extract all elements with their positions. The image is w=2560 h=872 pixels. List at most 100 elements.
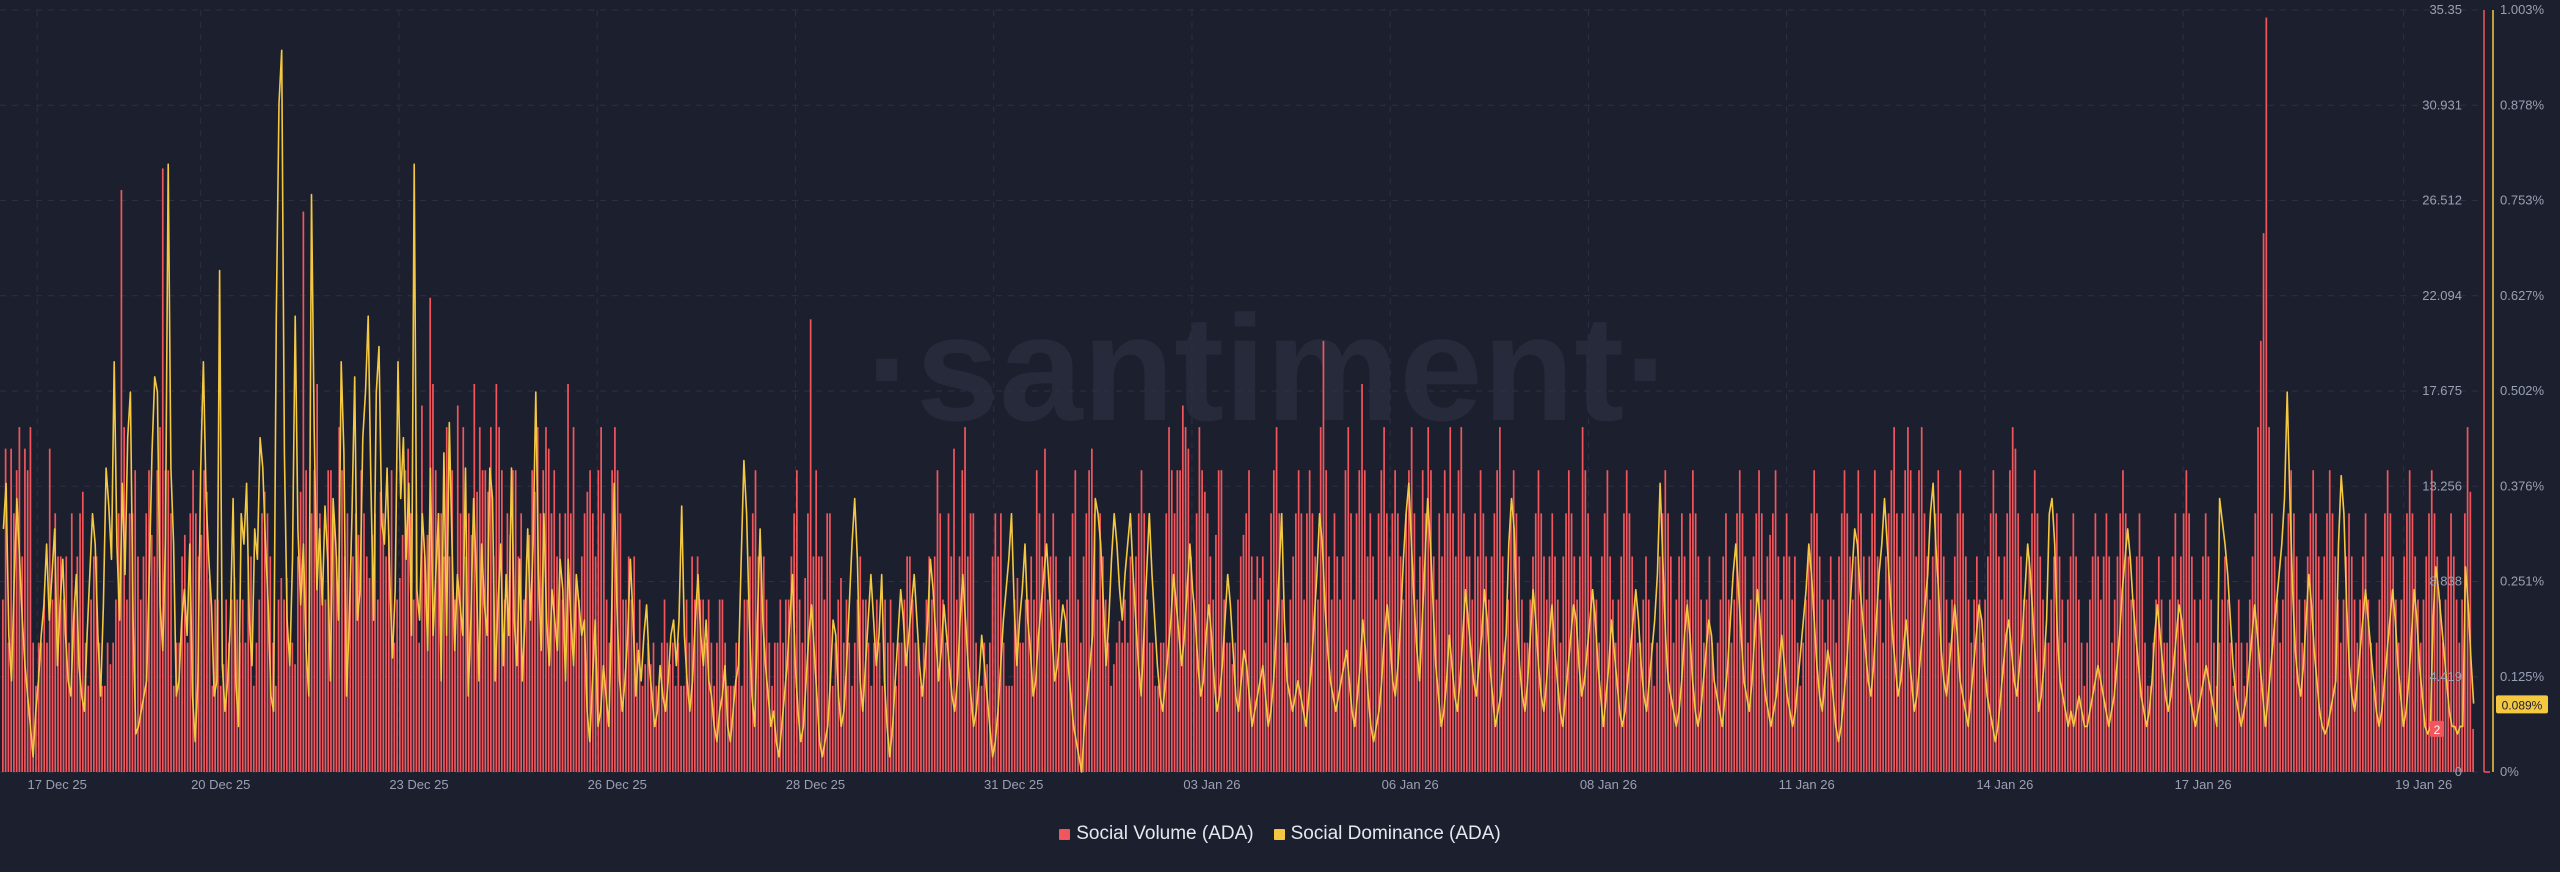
- x-tick-label: 11 Jan 26: [1779, 777, 1835, 792]
- volume-bar: [556, 556, 558, 772]
- legend-item-social-volume[interactable]: Social Volume (ADA): [1059, 823, 1254, 845]
- volume-bar: [2196, 642, 2199, 772]
- volume-bar: [481, 470, 484, 772]
- volume-bar: [2370, 642, 2372, 772]
- volume-bar: [1931, 556, 1934, 772]
- volume-bar: [1898, 556, 1901, 772]
- volume-bar: [1394, 470, 1396, 772]
- volume-bar: [2053, 556, 2055, 772]
- volume-bar: [920, 685, 922, 772]
- volume-bar: [2447, 556, 2450, 772]
- volume-bar: [1788, 556, 1791, 772]
- volume-bar: [2452, 556, 2455, 772]
- volume-bar: [680, 685, 682, 772]
- volume-bar: [2177, 599, 2179, 772]
- volume-bar: [387, 534, 390, 772]
- volume-bar: [1344, 470, 1347, 772]
- volume-bar: [46, 642, 48, 772]
- volume-bar: [418, 642, 421, 772]
- volume-bar: [801, 642, 804, 772]
- volume-bar: [1113, 664, 1115, 772]
- volume-bar: [669, 664, 671, 772]
- volume-bar: [2155, 599, 2157, 772]
- volume-bar: [2022, 599, 2025, 772]
- volume-bar: [1918, 470, 1920, 772]
- volume-bar: [283, 599, 285, 772]
- volume-bar: [421, 405, 423, 772]
- volume-bar: [1565, 513, 1567, 772]
- volume-bar: [1805, 599, 1807, 772]
- volume-bar: [2108, 556, 2111, 772]
- volume-bar: [1912, 513, 1915, 772]
- volume-bar: [2036, 513, 2039, 772]
- volume-bar: [1295, 513, 1297, 772]
- volume-bar: [1730, 642, 1733, 772]
- volume-bar: [473, 383, 476, 772]
- volume-bar: [321, 577, 324, 772]
- volume-bar: [1231, 664, 1234, 772]
- volume-bar: [1272, 470, 1275, 772]
- volume-bar: [812, 556, 815, 772]
- volume-bar: [2199, 599, 2202, 772]
- volume-bar: [1181, 405, 1184, 772]
- volume-bar: [2378, 599, 2381, 772]
- volume-bar: [889, 599, 892, 772]
- volume-bar: [2011, 427, 2014, 772]
- volume-bar: [98, 642, 101, 772]
- volume-bar: [2066, 599, 2069, 772]
- legend-item-social-dominance[interactable]: Social Dominance (ADA): [1273, 823, 1501, 845]
- volume-bar: [696, 556, 699, 772]
- volume-bar: [214, 599, 216, 772]
- volume-bar: [225, 599, 228, 772]
- volume-bar: [131, 513, 134, 772]
- y-right-current-value: 0.089%: [2502, 698, 2543, 712]
- volume-bar: [909, 556, 911, 772]
- volume-bar: [2191, 556, 2193, 772]
- volume-bar: [360, 470, 363, 772]
- volume-bar: [1121, 642, 1124, 772]
- volume-bar: [1598, 642, 1600, 772]
- volume-bar: [564, 513, 567, 772]
- volume-bar: [2450, 513, 2452, 772]
- volume-bar: [280, 577, 283, 772]
- volume-bar: [230, 599, 233, 772]
- volume-bar: [1093, 513, 1096, 772]
- volume-bar: [1678, 556, 1680, 772]
- volume-bar: [1634, 599, 1636, 772]
- volume-bar: [1934, 513, 1937, 772]
- volume-bar: [1882, 642, 1884, 772]
- volume-bar: [1201, 470, 1203, 772]
- y-left-tick-label: 35.35: [2429, 2, 2462, 17]
- volume-bar: [691, 556, 693, 772]
- volume-bar: [1920, 427, 1923, 772]
- volume-bar: [636, 642, 638, 772]
- volume-bar: [1827, 599, 1829, 772]
- volume-bar: [677, 642, 680, 772]
- volume-bar: [1435, 599, 1438, 772]
- volume-bar: [2436, 556, 2439, 772]
- volume-bar: [685, 599, 688, 772]
- volume-bar: [203, 470, 205, 772]
- volume-bar: [933, 556, 936, 772]
- y-right-tick-label: 0%: [2500, 764, 2519, 779]
- volume-bar: [1237, 599, 1239, 772]
- volume-bar: [1680, 513, 1683, 772]
- volume-bar: [746, 599, 749, 772]
- volume-bar: [1703, 642, 1705, 772]
- volume-bar: [1471, 599, 1474, 772]
- volume-bar: [900, 642, 903, 772]
- volume-bar: [1840, 513, 1843, 772]
- volume-bar: [219, 685, 222, 772]
- volume-bar: [1821, 599, 1824, 772]
- volume-bar: [1727, 599, 1730, 772]
- volume-bar: [1068, 556, 1071, 772]
- volume-bar: [942, 599, 944, 772]
- volume-bar: [1463, 513, 1465, 772]
- volume-bar: [1526, 642, 1529, 772]
- volume-bar: [2334, 556, 2337, 772]
- volume-bar: [1923, 513, 1926, 772]
- volume-bar: [1341, 556, 1344, 772]
- volume-bar: [1719, 599, 1722, 772]
- volume-bar: [523, 599, 525, 772]
- volume-bar: [2226, 599, 2229, 772]
